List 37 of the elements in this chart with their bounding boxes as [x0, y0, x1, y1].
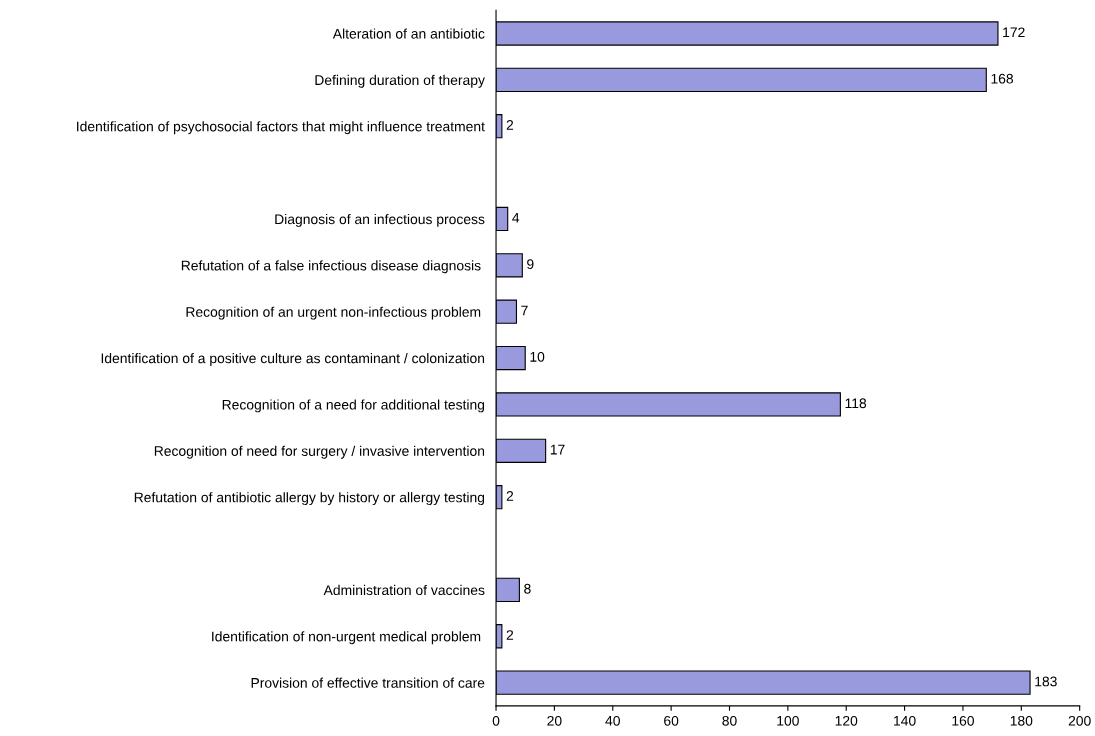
x-tick-label: 0 — [492, 715, 500, 726]
x-tick-label: 160 — [952, 715, 974, 726]
y-tick-label: Recognition of a need for additional testing — [222, 399, 485, 413]
data-label: 168 — [991, 73, 1014, 84]
data-label: 8 — [524, 583, 531, 594]
data-label: 7 — [521, 305, 528, 316]
x-tick-label: 40 — [605, 715, 620, 726]
data-label: 2 — [506, 630, 514, 640]
x-tick-label: 20 — [547, 715, 562, 726]
x-tick-label: 140 — [894, 715, 916, 726]
data-label: 4 — [512, 213, 520, 223]
x-tick-label: 200 — [1068, 715, 1091, 726]
y-tick-label: Diagnosis of an infectious process — [275, 213, 485, 227]
y-tick-label: Provision of effective transition of care — [251, 677, 485, 688]
x-tick-label: 120 — [835, 715, 858, 726]
y-tick-label: Identification of non-urgent medical problem — [212, 631, 481, 645]
y-tick-label: Recognition of an urgent non-infectious problem — [186, 306, 481, 320]
x-tick-label: 80 — [722, 715, 737, 726]
y-tick-label: Recognition of need for surgery / invasive intervention — [154, 445, 485, 459]
y-tick-label: Alteration of an antibiotic — [332, 28, 485, 39]
data-label: 10 — [530, 351, 545, 362]
data-label: 2 — [506, 491, 514, 501]
y-tick-label: Defining duration of therapy — [315, 74, 485, 88]
x-tick-label: 100 — [777, 715, 799, 726]
data-label: 9 — [527, 259, 534, 270]
data-label: 118 — [845, 398, 867, 409]
y-tick-label: Refutation of a false infectious disease diagnosis — [181, 260, 481, 274]
y-tick-label: Identification of psychosocial factors that might influence treatment — [77, 121, 485, 135]
data-label: 172 — [1003, 27, 1025, 38]
x-tick-label: 60 — [664, 715, 679, 726]
data-label: 17 — [550, 444, 565, 455]
data-label: 2 — [506, 120, 514, 130]
x-tick-label: 180 — [1010, 715, 1033, 726]
y-tick-label: Refutation of antibiotic allergy by history or allergy testing — [134, 492, 485, 506]
y-tick-label: Identification of a positive culture as contaminant / colonization — [101, 353, 485, 366]
y-tick-label: Administration of vaccines — [323, 584, 485, 596]
data-label: 183 — [1035, 676, 1057, 687]
